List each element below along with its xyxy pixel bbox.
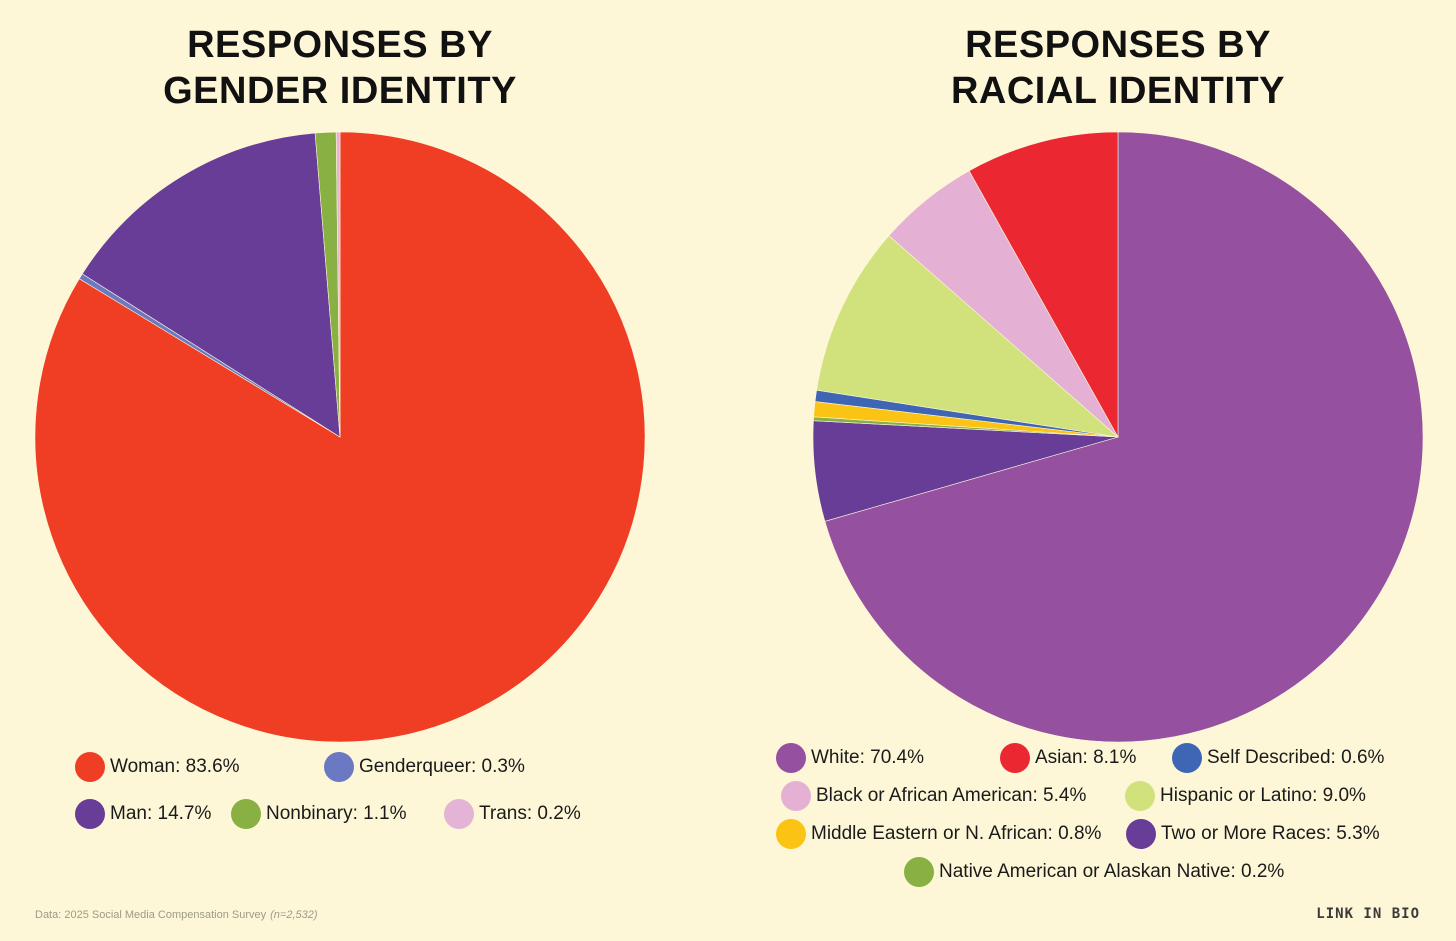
- pie-slice-man: [81, 132, 341, 438]
- legend-item-genderqueer: Genderqueer: 0.3%: [324, 752, 525, 782]
- pie-slice-white: [824, 131, 1424, 743]
- legend-item-self-described: Self Described: 0.6%: [1172, 743, 1384, 773]
- legend-item-man: Man: 14.7%: [75, 799, 211, 829]
- legend-swatch: [75, 752, 105, 782]
- pie-slice-hispanic-or-latino: [816, 235, 1119, 438]
- legend-label: Nonbinary: 1.1%: [266, 803, 407, 824]
- race-pie-chart: [812, 131, 1424, 743]
- legend-item-hispanic-or-latino: Hispanic or Latino: 9.0%: [1125, 781, 1366, 811]
- gender-pie-chart: [34, 131, 646, 743]
- legend-swatch: [781, 781, 811, 811]
- legend-item-two-or-more-races: Two or More Races: 5.3%: [1126, 819, 1380, 849]
- brand-logo: LINK IN BIO: [1316, 906, 1420, 922]
- legend-label: Hispanic or Latino: 9.0%: [1160, 785, 1366, 806]
- footnote-text: Data: 2025 Social Media Compensation Sur…: [35, 909, 267, 921]
- legend-item-middle-eastern: Middle Eastern or N. African: 0.8%: [776, 819, 1101, 849]
- legend-label: Native American or Alaskan Native: 0.2%: [939, 861, 1285, 882]
- legend-label: Self Described: 0.6%: [1207, 747, 1385, 768]
- gender-chart-title-line-2: GENDER IDENTITY: [163, 70, 517, 112]
- legend-swatch: [444, 799, 474, 829]
- legend-label: Trans: 0.2%: [479, 803, 581, 824]
- legend-swatch: [1000, 743, 1030, 773]
- legend-swatch: [324, 752, 354, 782]
- legend-item-nonbinary: Nonbinary: 1.1%: [231, 799, 406, 829]
- race-chart-title: RESPONSES BY RACIAL IDENTITY: [838, 22, 1398, 114]
- legend-item-native-american: Native American or Alaskan Native: 0.2%: [904, 857, 1284, 887]
- legend-swatch: [231, 799, 261, 829]
- legend-swatch: [75, 799, 105, 829]
- legend-swatch: [1125, 781, 1155, 811]
- legend-label: Two or More Races: 5.3%: [1161, 823, 1380, 844]
- legend-item-asian: Asian: 8.1%: [1000, 743, 1136, 773]
- legend-item-black-or-african-american: Black or African American: 5.4%: [781, 781, 1086, 811]
- legend-swatch: [776, 819, 806, 849]
- legend-label: Genderqueer: 0.3%: [359, 756, 525, 777]
- gender-chart-title: RESPONSES BY GENDER IDENTITY: [60, 22, 620, 114]
- legend-label: Black or African American: 5.4%: [816, 785, 1087, 806]
- data-source-footnote: Data: 2025 Social Media Compensation Sur…: [35, 909, 318, 921]
- footnote-sample-size: (n=2,532): [270, 909, 318, 921]
- legend-label: Man: 14.7%: [110, 803, 212, 824]
- legend-swatch: [1126, 819, 1156, 849]
- gender-chart-title-line-1: RESPONSES BY: [187, 24, 493, 66]
- legend-item-white: White: 70.4%: [776, 743, 924, 773]
- pie-slice-trans: [335, 131, 341, 438]
- race-chart-title-line-1: RESPONSES BY: [965, 24, 1271, 66]
- pie-slice-asian: [968, 131, 1119, 439]
- legend-label: Woman: 83.6%: [110, 756, 240, 777]
- legend-swatch: [776, 743, 806, 773]
- legend-label: Asian: 8.1%: [1035, 747, 1137, 768]
- legend-item-trans: Trans: 0.2%: [444, 799, 581, 829]
- legend-swatch: [904, 857, 934, 887]
- legend-swatch: [1172, 743, 1202, 773]
- legend-label: White: 70.4%: [811, 747, 924, 768]
- race-chart-title-line-2: RACIAL IDENTITY: [950, 70, 1286, 112]
- legend-label: Middle Eastern or N. African: 0.8%: [811, 823, 1102, 844]
- legend-item-woman: Woman: 83.6%: [75, 752, 240, 782]
